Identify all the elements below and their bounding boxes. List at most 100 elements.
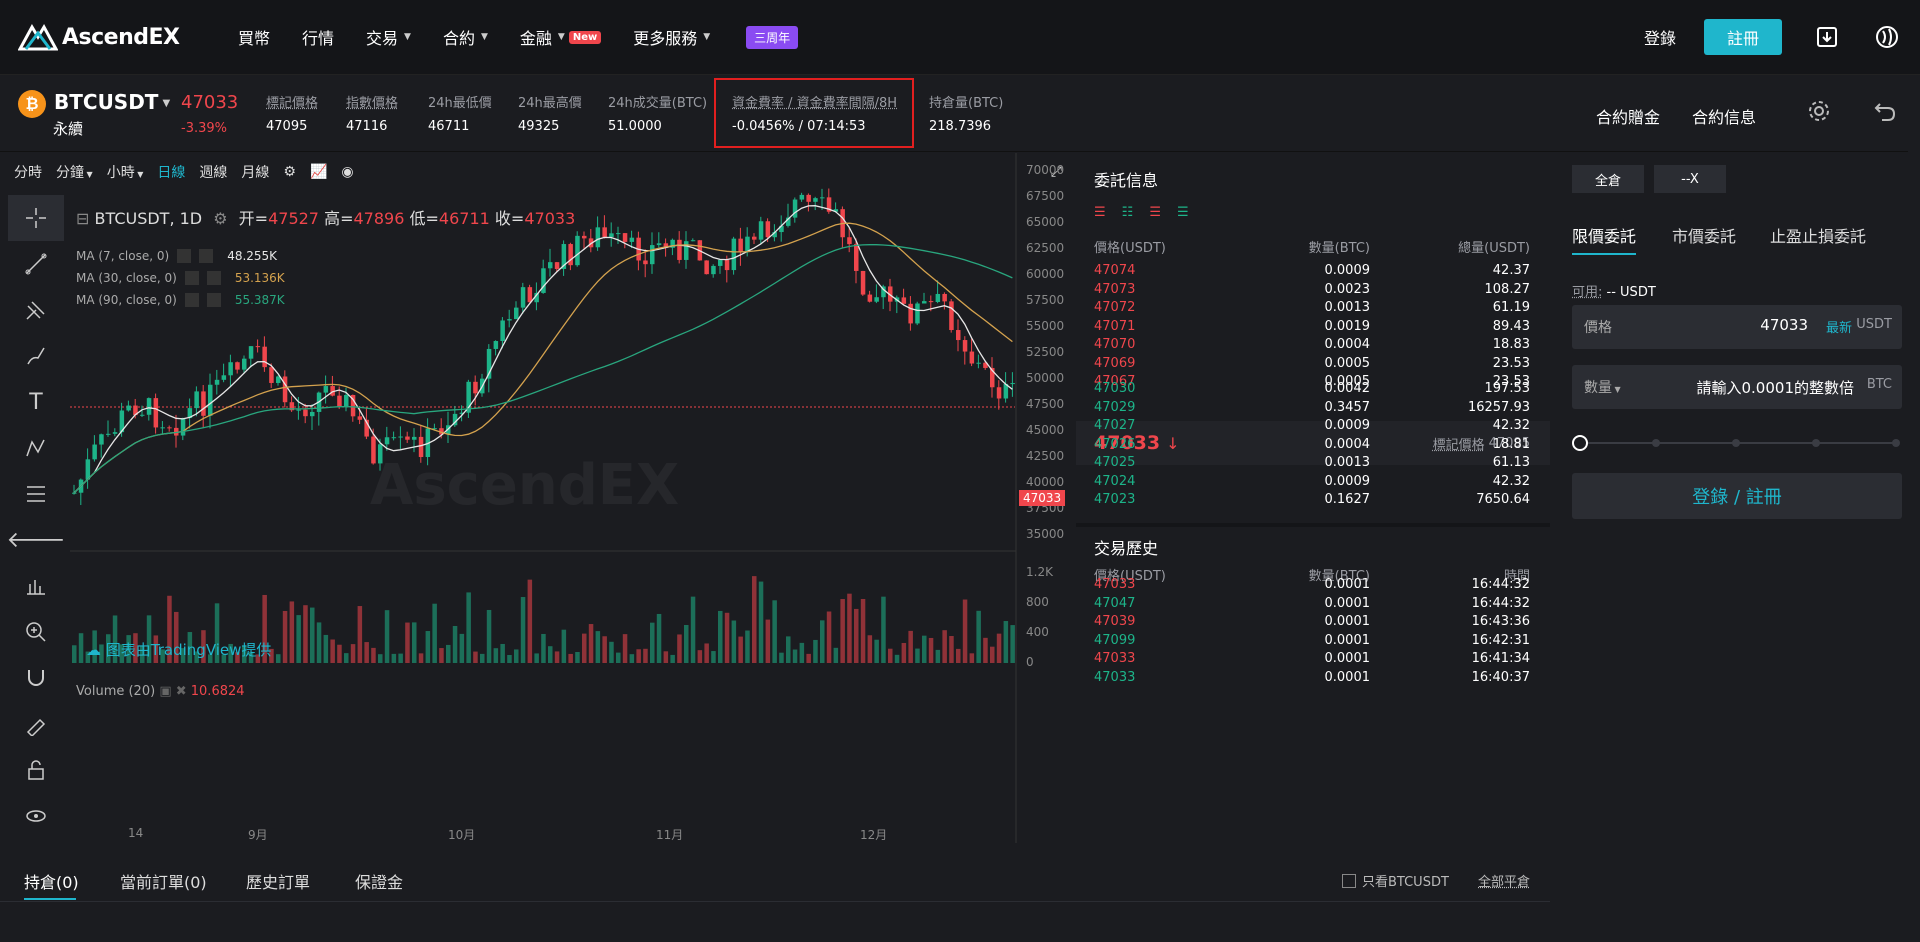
anniversary-badge[interactable]: 三周年 xyxy=(746,25,799,49)
download-icon[interactable] xyxy=(1812,22,1842,52)
eye-icon[interactable] xyxy=(8,793,64,839)
slider-handle[interactable] xyxy=(1572,435,1588,451)
settings-icon[interactable] xyxy=(177,249,192,263)
brand-logo[interactable]: AscendEX xyxy=(18,23,206,51)
nav-item-futures[interactable]: 合約 ▼ xyxy=(443,25,488,49)
nav-item-buy[interactable]: 買幣 xyxy=(238,25,270,49)
only-symbol-checkbox[interactable]: 只看BTCUSDT xyxy=(1342,871,1449,890)
ask-row[interactable]: 47067 0.0005 23.53 xyxy=(1094,374,1530,396)
interval-week[interactable]: 週線 xyxy=(199,165,228,181)
bid-row[interactable]: 47027 0.0009 42.32 xyxy=(1094,418,1530,440)
tab-margin[interactable]: 保證金 xyxy=(355,873,404,892)
magnet-icon[interactable] xyxy=(8,655,64,701)
trade-row[interactable]: 47039 0.0001 16:43:36 xyxy=(1094,614,1530,636)
chart-toggle-icon[interactable]: ⊟ xyxy=(76,209,90,228)
bid-row[interactable]: 47023 0.1627 7650.64 xyxy=(1094,492,1530,514)
book-bids-icon[interactable]: ☷ xyxy=(1121,205,1134,220)
reset-chart-icon[interactable]: ◉ xyxy=(341,164,354,180)
settings-icon[interactable] xyxy=(184,271,199,285)
fib-icon[interactable] xyxy=(8,471,64,517)
slider-stop[interactable] xyxy=(1812,439,1820,447)
ask-row[interactable]: 47071 0.0019 89.43 xyxy=(1094,319,1530,341)
interval-day[interactable]: 日線 xyxy=(157,165,186,181)
tradingview-credit-link[interactable]: ☁ 图表由TradingView提供 xyxy=(86,639,271,660)
interval-tick[interactable]: 分時 xyxy=(14,165,42,181)
ask-row[interactable]: 47069 0.0005 23.53 xyxy=(1094,356,1530,378)
register-button[interactable]: 註冊 xyxy=(1704,19,1782,55)
pattern-icon[interactable] xyxy=(8,425,64,471)
interval-hour[interactable]: 小時 ▼ xyxy=(107,162,144,182)
price-input[interactable]: 價格 47033 最新 USDT xyxy=(1572,305,1902,349)
symbol-selector[interactable]: ₿ BTCUSDT ▼ xyxy=(18,90,170,118)
tab-market-order[interactable]: 市價委託 xyxy=(1672,227,1737,246)
ask-row[interactable]: 47073 0.0023 108.27 xyxy=(1094,282,1530,304)
crosshair-icon[interactable] xyxy=(8,195,64,241)
trade-row[interactable]: 47033 0.0001 16:40:37 xyxy=(1094,670,1530,692)
close-all-button[interactable]: 全部平倉 xyxy=(1478,875,1531,890)
qty-type-dropdown[interactable]: 數量 ▼ xyxy=(1584,377,1621,397)
fullscreen-icon[interactable]: ⤢ xyxy=(1050,164,1062,180)
close-icon[interactable] xyxy=(206,293,221,307)
contract-bonus-link[interactable]: 合約贈金 xyxy=(1596,108,1661,127)
tab-limit-order[interactable]: 限價委託 xyxy=(1572,227,1637,246)
tab-positions[interactable]: 持倉(0) xyxy=(24,873,79,892)
zoom-in-icon[interactable] xyxy=(8,609,64,655)
margin-mode-button[interactable]: 全倉 xyxy=(1572,165,1644,193)
bid-row[interactable]: 47024 0.0009 42.32 xyxy=(1094,474,1530,496)
legend-settings-icon[interactable]: ⚙ xyxy=(213,209,228,228)
close-icon[interactable] xyxy=(206,271,221,285)
book-depth-icon[interactable]: ☰ xyxy=(1176,205,1189,220)
contract-info-link[interactable]: 合約信息 xyxy=(1692,108,1757,127)
settings-icon[interactable]: ▣ ✖ xyxy=(159,684,187,699)
tab-order-history[interactable]: 歷史訂單 xyxy=(246,873,311,892)
slider-stop[interactable] xyxy=(1652,439,1660,447)
price-chart-canvas[interactable] xyxy=(0,153,1072,853)
settings-icon[interactable] xyxy=(184,293,199,307)
trade-row[interactable]: 47099 0.0001 16:42:31 xyxy=(1094,633,1530,655)
unlock-icon[interactable] xyxy=(8,747,64,793)
interval-minute[interactable]: 分鐘 ▼ xyxy=(56,162,93,182)
bid-row[interactable]: 47029 0.3457 16257.93 xyxy=(1094,400,1530,422)
undo-icon[interactable] xyxy=(1874,100,1896,126)
book-asks-icon[interactable]: ☰ xyxy=(1149,205,1161,220)
login-link[interactable]: 登錄 xyxy=(1643,29,1676,48)
login-register-button[interactable]: 登錄 / 註冊 xyxy=(1572,473,1902,519)
leverage-button[interactable]: --X xyxy=(1654,165,1726,193)
interval-month[interactable]: 月線 xyxy=(241,165,270,181)
bid-row[interactable]: 47025 0.0013 61.13 xyxy=(1094,455,1530,477)
back-arrow-icon[interactable]: 🡐 xyxy=(6,528,66,553)
tab-stop-order[interactable]: 止盈止損委託 xyxy=(1770,227,1867,246)
nav-item-more[interactable]: 更多服務 ▼ xyxy=(633,25,710,49)
trend-line-icon[interactable] xyxy=(8,241,64,287)
ask-row[interactable]: 47072 0.0013 61.19 xyxy=(1094,300,1530,322)
slider-stop[interactable] xyxy=(1892,439,1900,447)
ask-row[interactable]: 47074 0.0009 42.37 xyxy=(1094,263,1530,285)
indicators-icon[interactable]: 📈 xyxy=(309,164,328,180)
lock-drawing-icon[interactable] xyxy=(8,701,64,747)
measure-icon[interactable] xyxy=(8,563,64,609)
pitchfork-icon[interactable] xyxy=(8,287,64,333)
book-both-icon[interactable]: ☰ xyxy=(1094,205,1106,220)
ask-row[interactable]: 47070 0.0004 18.83 xyxy=(1094,337,1530,359)
trade-row[interactable]: 47033 0.0001 16:41:34 xyxy=(1094,651,1530,673)
slider-stop[interactable] xyxy=(1732,439,1740,447)
quantity-input[interactable]: 數量 ▼ 請輸入0.0001的整數倍 BTC xyxy=(1572,365,1902,409)
language-globe-icon[interactable] xyxy=(1872,22,1902,52)
bid-row[interactable]: 47030 0.0042 197.53 xyxy=(1094,381,1530,403)
chart-settings-icon[interactable]: ⚙ xyxy=(283,164,296,180)
bid-row[interactable]: 47026 0.0004 18.81 xyxy=(1094,437,1530,459)
scrollbar[interactable] xyxy=(1908,76,1920,942)
checkbox[interactable] xyxy=(1342,873,1356,888)
nav-item-markets[interactable]: 行情 xyxy=(302,25,334,49)
trade-row[interactable]: 47047 0.0001 16:44:32 xyxy=(1094,596,1530,618)
nav-item-finance[interactable]: 金融 ▼ New xyxy=(520,25,602,49)
trade-row[interactable]: 47033 0.0001 16:44:32 xyxy=(1094,577,1530,599)
close-icon[interactable] xyxy=(199,249,214,263)
latest-price-link[interactable]: 最新 xyxy=(1825,321,1852,336)
quantity-slider[interactable] xyxy=(1572,433,1902,453)
brush-icon[interactable] xyxy=(8,333,64,379)
nav-item-trade[interactable]: 交易 ▼ xyxy=(366,25,411,49)
text-tool-icon[interactable]: T xyxy=(29,389,43,415)
settings-gear-icon[interactable] xyxy=(1808,100,1830,126)
tab-open-orders[interactable]: 當前訂單(0) xyxy=(120,873,207,892)
